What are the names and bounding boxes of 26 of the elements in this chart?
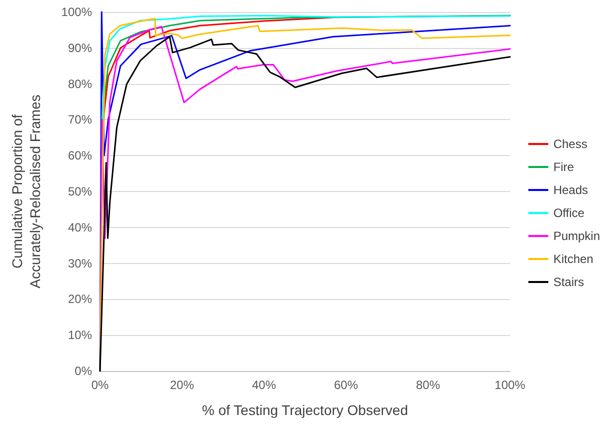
y-tick-label: 50% [68,184,92,198]
y-tick-label: 40% [68,220,92,234]
y-tick-label: 80% [68,76,92,91]
x-axis-title: % of Testing Trajectory Observed [202,402,408,418]
y-tick-label: 60% [68,148,92,163]
legend-label: Fire [553,160,574,174]
y-tick-label: 0% [74,364,92,378]
y-tick-label: 10% [68,328,92,342]
y-tick-label: 20% [68,292,92,306]
x-tick-label: 0% [91,378,109,392]
x-tick-label: 40% [252,378,276,392]
y-tick-label: 70% [68,112,92,127]
x-tick-label: 80% [416,378,440,392]
x-tick-label: 20% [170,378,194,392]
y-tick-label: 90% [68,40,92,55]
y-tick-label: 100% [61,5,92,19]
legend-label: Office [553,206,585,220]
legend-label: Stairs [553,275,584,289]
legend-label: Heads [553,183,588,197]
legend-label: Pumpkin [553,229,600,243]
x-tick-label: 60% [334,378,358,392]
legend-label: Chess [553,137,588,151]
y-axis-title: Cumulative Proportion of Accurately-Relocalised Frames [9,94,43,288]
x-tick-label: 100% [494,378,526,392]
y-tick-label: 30% [68,256,92,270]
legend-label: Kitchen [553,252,594,266]
